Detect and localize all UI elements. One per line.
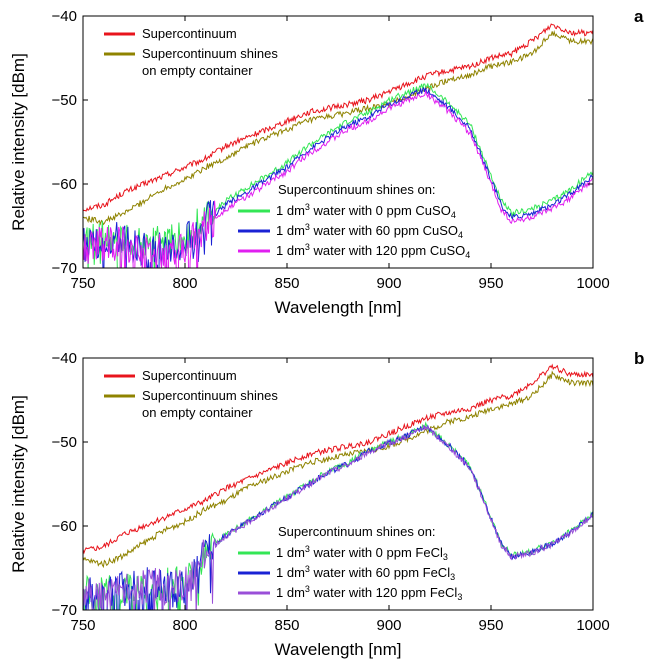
y-axis-label: Relative intensity [dBm] (9, 53, 28, 231)
panel-letter: b (634, 349, 644, 368)
axes-frame (82, 15, 594, 269)
legend-label: 1 dm3 water with 60 ppm FeCl3 (276, 564, 455, 582)
chart-panel-b: 750 800 850 900 950 1000 −40 −50 −60 −70 Wavelengt… (9, 349, 644, 659)
series-group (83, 23, 593, 268)
legend-label: Supercontinuum (142, 26, 237, 41)
x-tick-label: 900 (376, 617, 401, 634)
y-tick-label: −70 (52, 260, 77, 277)
x-tick-label: 950 (478, 275, 503, 292)
x-axis-label: Wavelength [nm] (275, 640, 402, 659)
legend-label: 1 dm3 water with 60 ppm CuSO4 (276, 222, 463, 240)
legend-label: 1 dm3 water with 120 ppm FeCl3 (276, 584, 462, 602)
series-line (83, 424, 593, 610)
series-line (83, 86, 593, 268)
legend-label: 1 dm3 water with 120 ppm CuSO4 (276, 242, 470, 260)
x-axis-label: Wavelength [nm] (275, 298, 402, 317)
x-tick-label: 850 (274, 617, 299, 634)
series-line (83, 363, 593, 555)
x-tick-label: 1000 (576, 275, 609, 292)
legend-top: Supercontinuum Supercontinuum shines on em… (104, 368, 278, 420)
y-tick-label: −70 (52, 602, 77, 619)
legend-title: Supercontinuum shines on: (278, 524, 436, 539)
series-line (83, 23, 593, 212)
x-tick-label: 800 (172, 617, 197, 634)
legend-label: on empty container (142, 405, 253, 420)
series-group (83, 363, 593, 610)
series-line (83, 370, 593, 569)
legend-label: Supercontinuum (142, 368, 237, 383)
legend-top: Supercontinuum Supercontinuum shines on em… (104, 26, 278, 78)
legend-label: on empty container (142, 63, 253, 78)
x-tick-label: 900 (376, 275, 401, 292)
axes-frame (82, 357, 594, 611)
legend-label: Supercontinuum shines (142, 46, 278, 61)
y-tick-label: −50 (52, 434, 77, 451)
y-tick-label: −50 (52, 92, 77, 109)
y-tick-label: −40 (52, 8, 77, 25)
x-tick-label: 750 (70, 617, 95, 634)
x-tick-label: 950 (478, 617, 503, 634)
y-axis-label: Relative intensity [dBm] (9, 395, 28, 573)
legend-label: Supercontinuum shines (142, 388, 278, 403)
series-line (83, 424, 593, 610)
x-tick-label: 850 (274, 275, 299, 292)
series-line (83, 90, 593, 268)
legend-title: Supercontinuum shines on: (278, 182, 436, 197)
y-tick-label: −60 (52, 518, 77, 535)
y-tick-label: −40 (52, 350, 77, 367)
legend-bottom: Supercontinuum shines on: 1 dm3 water wit… (238, 524, 462, 602)
legend-bottom: Supercontinuum shines on: 1 dm3 water wit… (238, 182, 470, 260)
panel-letter: a (634, 7, 644, 26)
x-tick-label: 1000 (576, 617, 609, 634)
y-tick-label: −60 (52, 176, 77, 193)
legend-label: 1 dm3 water with 0 ppm CuSO4 (276, 202, 456, 220)
series-line (83, 82, 593, 268)
series-line (83, 29, 593, 226)
chart-panel-a: 750 800 850 900 950 1000 −40 −50 −60 −70 Wavelengt… (9, 7, 644, 317)
legend-label: 1 dm3 water with 0 ppm FeCl3 (276, 544, 448, 562)
x-tick-label: 750 (70, 275, 95, 292)
x-tick-label: 800 (172, 275, 197, 292)
